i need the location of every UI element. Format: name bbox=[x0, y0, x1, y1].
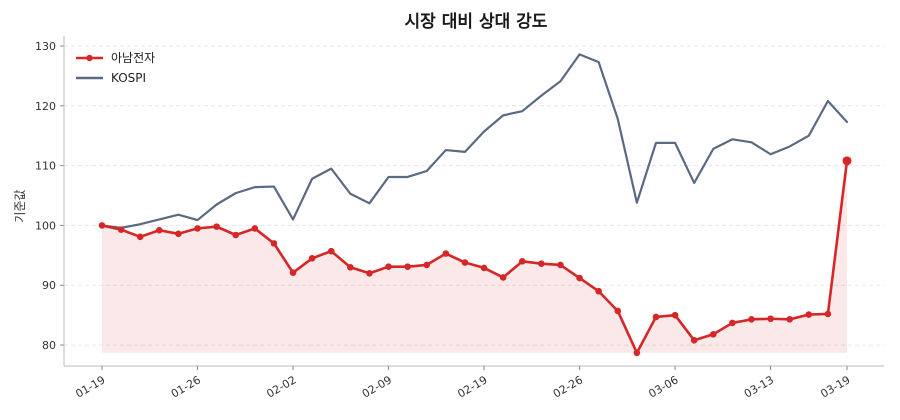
data-point bbox=[633, 349, 641, 357]
x-tick-label: 03-13 bbox=[742, 373, 776, 400]
data-point bbox=[557, 261, 564, 269]
data-point bbox=[576, 274, 583, 282]
x-tick-label: 03-19 bbox=[818, 373, 852, 400]
chart-title: 시장 대비 상대 강도 bbox=[405, 12, 548, 32]
data-point bbox=[824, 310, 832, 318]
series-line-kospi bbox=[100, 53, 849, 229]
data-point bbox=[614, 307, 622, 315]
data-point bbox=[117, 226, 125, 233]
markers bbox=[98, 156, 852, 357]
area-fill bbox=[102, 160, 847, 353]
x-tick-label: 01-26 bbox=[169, 373, 203, 400]
x-tick-label: 01-19 bbox=[73, 373, 107, 400]
data-point bbox=[518, 258, 526, 265]
series bbox=[100, 53, 849, 355]
y-tick-label: 80 bbox=[42, 339, 56, 352]
y-axis-label: 기준값 bbox=[13, 189, 27, 222]
data-point bbox=[156, 226, 163, 234]
x-tick-label: 02-02 bbox=[264, 373, 298, 400]
data-point bbox=[538, 260, 545, 268]
data-point bbox=[270, 240, 278, 247]
data-point bbox=[175, 230, 182, 238]
x-tick-label: 02-19 bbox=[455, 373, 489, 400]
data-point bbox=[136, 233, 144, 241]
data-point bbox=[461, 259, 469, 266]
data-point bbox=[98, 222, 106, 229]
y-tick-label: 110 bbox=[35, 160, 56, 173]
y-tick-label: 90 bbox=[42, 279, 56, 292]
data-point bbox=[595, 287, 602, 295]
x-tick-label: 03-06 bbox=[646, 373, 680, 400]
data-point bbox=[786, 316, 793, 323]
data-point bbox=[213, 223, 220, 230]
data-point bbox=[366, 269, 373, 277]
data-point bbox=[289, 269, 297, 276]
data-point bbox=[805, 311, 813, 318]
data-point bbox=[194, 225, 201, 232]
legend: 아남전자 KOSPI bbox=[76, 51, 155, 85]
data-point bbox=[690, 336, 698, 344]
data-point bbox=[423, 261, 431, 269]
data-point bbox=[671, 311, 679, 319]
data-point bbox=[251, 225, 259, 232]
x-tick-label: 02-09 bbox=[360, 373, 394, 400]
y-tick-label: 130 bbox=[35, 40, 56, 53]
x-tick-label: 02-26 bbox=[551, 373, 585, 400]
series-area-anam bbox=[102, 160, 847, 353]
data-point bbox=[308, 255, 316, 262]
data-point bbox=[499, 274, 507, 281]
legend-label: 아남전자 bbox=[111, 51, 155, 65]
data-point bbox=[385, 263, 392, 271]
legend-label: KOSPI bbox=[111, 71, 146, 85]
data-point bbox=[404, 263, 411, 271]
y-tick-label: 100 bbox=[35, 219, 56, 232]
data-point bbox=[442, 250, 450, 257]
y-tick-label: 120 bbox=[35, 100, 56, 113]
data-point bbox=[327, 247, 335, 255]
series-line-anam bbox=[100, 159, 849, 355]
data-point bbox=[842, 156, 852, 166]
data-point bbox=[729, 319, 736, 327]
grid bbox=[64, 45, 884, 346]
data-point bbox=[709, 330, 717, 338]
data-point bbox=[652, 313, 660, 321]
legend-marker bbox=[86, 54, 93, 62]
data-point bbox=[767, 315, 774, 323]
data-point bbox=[347, 264, 354, 271]
data-point bbox=[748, 316, 755, 323]
data-point bbox=[480, 264, 488, 272]
data-point bbox=[232, 231, 240, 239]
